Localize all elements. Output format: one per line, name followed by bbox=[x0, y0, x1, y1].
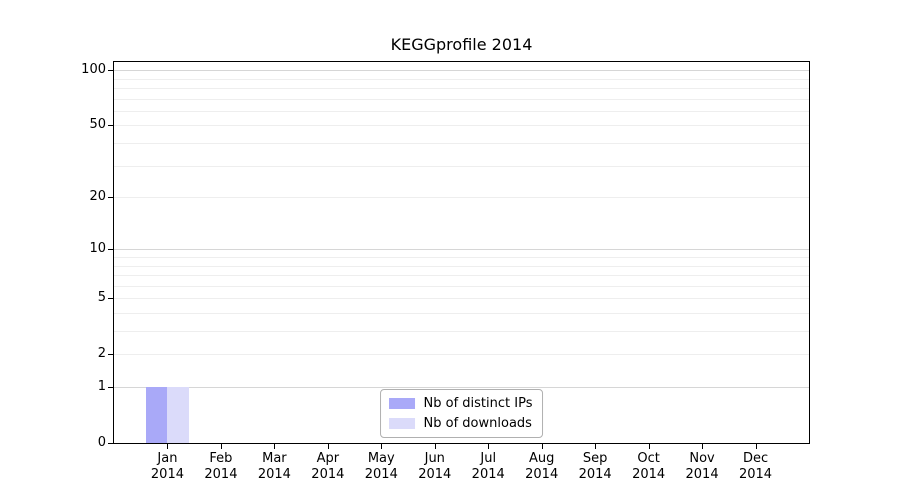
gridline-minor bbox=[114, 331, 809, 333]
x-tick-mark bbox=[541, 444, 543, 449]
x-tick-month: Dec bbox=[742, 451, 769, 466]
legend: Nb of distinct IPs Nb of downloads bbox=[379, 389, 544, 438]
x-tick-label: Nov 2014 bbox=[660, 451, 744, 483]
x-tick-mark bbox=[220, 444, 222, 449]
x-tick-mark bbox=[648, 444, 650, 449]
gridline-minor bbox=[114, 78, 809, 80]
x-tick-year: 2014 bbox=[632, 467, 666, 482]
legend-row: Nb of distinct IPs bbox=[388, 396, 533, 411]
x-tick-month: Oct bbox=[637, 451, 660, 466]
x-tick-year: 2014 bbox=[738, 467, 773, 482]
gridline-minor bbox=[114, 88, 809, 90]
y-tick-label: 50 bbox=[89, 117, 106, 133]
gridline-minor bbox=[114, 298, 809, 300]
gridline-minor bbox=[114, 275, 809, 277]
gridline-minor bbox=[114, 143, 809, 145]
x-tick-year: 2014 bbox=[471, 467, 505, 482]
legend-swatch-icon bbox=[388, 418, 415, 429]
gridline-minor bbox=[114, 110, 809, 112]
gridline-minor bbox=[114, 125, 809, 127]
gridline-minor bbox=[114, 197, 809, 199]
x-tick-month: Nov bbox=[689, 451, 715, 466]
x-tick-year: 2014 bbox=[311, 467, 345, 482]
x-tick-mark bbox=[167, 444, 169, 449]
x-tick-mark bbox=[595, 444, 597, 449]
y-tick-label: 10 bbox=[89, 241, 106, 257]
legend-swatch-icon bbox=[388, 398, 415, 409]
y-tick-label: 1 bbox=[97, 379, 106, 394]
x-tick-month: Jul bbox=[480, 451, 497, 466]
x-tick-year: 2014 bbox=[578, 467, 612, 482]
x-tick-mark bbox=[434, 444, 436, 449]
gridline-minor bbox=[114, 165, 809, 167]
y-tick-mark bbox=[108, 249, 113, 251]
y-tick-label: 5 bbox=[97, 290, 106, 306]
gridline-minor bbox=[114, 265, 809, 267]
x-tick-label: Jun 2014 bbox=[393, 451, 477, 483]
x-tick-month: May bbox=[367, 451, 395, 466]
x-tick-year: 2014 bbox=[150, 467, 184, 482]
x-tick-year: 2014 bbox=[257, 467, 291, 482]
y-tick-label: 0 bbox=[97, 435, 106, 450]
x-tick-mark bbox=[327, 444, 329, 449]
y-tick-label: 20 bbox=[89, 189, 106, 205]
x-tick-mark bbox=[274, 444, 276, 449]
y-tick-mark bbox=[108, 197, 113, 199]
legend-label: Nb of downloads bbox=[423, 416, 532, 431]
y-tick-label: 2 bbox=[97, 346, 106, 362]
gridline-major bbox=[114, 249, 809, 251]
x-tick-label: Feb 2014 bbox=[179, 451, 263, 483]
gridline-major bbox=[114, 387, 809, 388]
x-tick-label: Sep 2014 bbox=[553, 451, 637, 483]
legend-label: Nb of distinct IPs bbox=[423, 396, 533, 411]
x-tick-month: Jan bbox=[157, 451, 178, 466]
x-tick-label: Jan 2014 bbox=[125, 451, 209, 483]
gridline-major bbox=[114, 70, 809, 72]
plot-inner: Nb of distinct IPs Nb of downloads bbox=[114, 62, 809, 443]
y-tick-mark bbox=[108, 298, 113, 300]
x-tick-label: Mar 2014 bbox=[232, 451, 316, 483]
x-tick-mark bbox=[755, 444, 757, 449]
x-tick-label: May 2014 bbox=[339, 451, 423, 483]
y-tick-mark bbox=[108, 443, 113, 444]
y-tick-label: 100 bbox=[81, 62, 106, 78]
bar-nb-of-downloads bbox=[167, 387, 189, 443]
x-tick-label: Oct 2014 bbox=[607, 451, 691, 483]
legend-row: Nb of downloads bbox=[388, 416, 533, 431]
x-tick-mark bbox=[381, 444, 383, 449]
bar-nb-of-distinct-ips bbox=[146, 387, 168, 443]
plot-area: Nb of distinct IPs Nb of downloads bbox=[113, 61, 810, 444]
gridline-minor bbox=[114, 354, 809, 356]
x-tick-month: Jun bbox=[424, 451, 445, 466]
x-tick-year: 2014 bbox=[364, 467, 398, 482]
x-tick-month: Sep bbox=[582, 451, 608, 466]
x-tick-year: 2014 bbox=[204, 467, 238, 482]
gridline-minor bbox=[114, 312, 809, 314]
y-tick-mark bbox=[108, 354, 113, 356]
x-tick-label: Jul 2014 bbox=[446, 451, 530, 483]
x-tick-month: Mar bbox=[262, 451, 287, 466]
x-tick-mark bbox=[702, 444, 704, 449]
y-tick-mark bbox=[108, 387, 113, 388]
gridline-minor bbox=[114, 98, 809, 100]
x-tick-label: Dec 2014 bbox=[714, 451, 798, 483]
x-tick-label: Apr 2014 bbox=[286, 451, 370, 483]
x-tick-year: 2014 bbox=[525, 467, 559, 482]
x-tick-label: Aug 2014 bbox=[500, 451, 584, 483]
x-tick-year: 2014 bbox=[418, 467, 452, 482]
chart-title: KEGGprofile 2014 bbox=[390, 35, 533, 54]
gridline-minor bbox=[114, 257, 809, 258]
x-tick-year: 2014 bbox=[685, 467, 719, 482]
gridline-minor bbox=[114, 285, 809, 287]
x-tick-mark bbox=[488, 444, 490, 449]
x-tick-month: Apr bbox=[316, 451, 340, 466]
y-tick-mark bbox=[108, 125, 113, 127]
x-tick-month: Aug bbox=[528, 451, 555, 466]
y-tick-mark bbox=[108, 70, 113, 72]
x-tick-month: Feb bbox=[209, 451, 233, 466]
